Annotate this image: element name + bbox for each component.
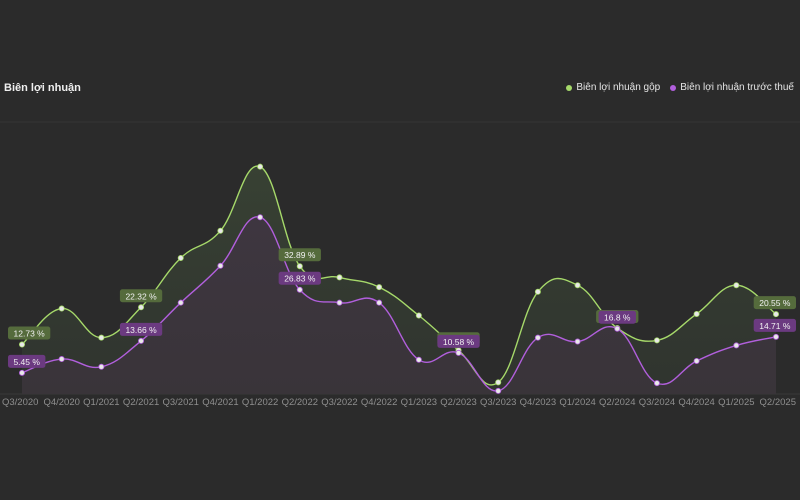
x-tick-label: Q4/2023 <box>520 397 556 408</box>
data-point-gross-margin[interactable] <box>693 310 700 317</box>
x-tick-label: Q3/2020 <box>2 397 38 408</box>
x-tick-label: Q4/2021 <box>202 397 238 408</box>
x-tick-label: Q4/2020 <box>43 397 79 408</box>
data-label-box-pretax-margin <box>119 322 163 336</box>
data-point-gross-margin[interactable] <box>733 282 740 289</box>
data-label-text-pretax-margin: 13.66 % <box>125 325 157 335</box>
data-label-pretax-margin: 13.66 % <box>119 322 163 336</box>
data-point-gross-margin[interactable] <box>177 254 184 261</box>
data-label-box-gross-margin <box>753 296 796 310</box>
x-tick-label: Q1/2022 <box>242 397 278 408</box>
chart-legend: Biên lợi nhuận gộp Biên lợi nhuận trước … <box>566 82 794 93</box>
data-label-box-pretax-margin <box>8 354 46 368</box>
legend-item-gross-margin[interactable]: Biên lợi nhuận gộp <box>566 82 660 93</box>
x-tick-label: Q2/2024 <box>599 397 635 408</box>
data-label-text-gross-margin: 12.73 % <box>14 329 46 339</box>
data-label-gross-margin: 12.73 % <box>8 326 51 340</box>
data-label-text-gross-margin: 32.89 % <box>284 250 316 260</box>
data-label-text-gross-margin: 20.55 % <box>759 298 791 308</box>
data-label-gross-margin: 32.89 % <box>278 248 321 262</box>
x-tick-label: Q4/2024 <box>678 397 714 408</box>
data-label-text-pretax-margin: 16.8 % <box>604 313 631 323</box>
data-point-pretax-margin[interactable] <box>58 356 65 363</box>
data-point-pretax-margin[interactable] <box>177 299 184 306</box>
chart-title: Biên lợi nhuận <box>4 82 81 94</box>
data-point-pretax-margin[interactable] <box>376 299 383 306</box>
data-point-pretax-margin[interactable] <box>336 299 343 306</box>
data-point-pretax-margin[interactable] <box>296 286 303 293</box>
x-tick-label: Q3/2023 <box>480 397 516 408</box>
data-label-text-pretax-margin: 14.71 % <box>759 321 791 331</box>
data-point-pretax-margin[interactable] <box>495 387 502 394</box>
data-label-text-pretax-margin: 10.58 % <box>443 337 475 347</box>
data-point-pretax-margin[interactable] <box>257 214 264 221</box>
data-label-text-pretax-margin: 5.45 % <box>13 357 40 367</box>
data-point-gross-margin[interactable] <box>495 379 502 386</box>
legend-dot-gross-margin <box>566 84 573 91</box>
data-point-pretax-margin[interactable] <box>733 342 740 349</box>
data-label-pretax-margin: 14.71 % <box>753 318 796 332</box>
x-tick-label: Q1/2025 <box>718 397 754 408</box>
data-label-box-pretax-margin <box>437 334 480 348</box>
data-point-pretax-margin[interactable] <box>534 334 541 341</box>
data-point-gross-margin[interactable] <box>574 282 581 289</box>
x-tick-label: Q4/2022 <box>361 397 397 408</box>
data-point-gross-margin[interactable] <box>138 304 145 311</box>
data-point-pretax-margin[interactable] <box>217 262 224 269</box>
data-point-pretax-margin[interactable] <box>653 380 660 387</box>
x-tick-label: Q1/2023 <box>401 397 437 408</box>
data-point-pretax-margin[interactable] <box>693 357 700 364</box>
x-tick-label: Q2/2023 <box>440 397 476 408</box>
x-tick-label: Q1/2024 <box>559 397 595 408</box>
data-label-pretax-margin: 16.8 % <box>598 310 636 324</box>
data-label-pretax-margin: 26.83 % <box>278 271 321 285</box>
data-point-gross-margin[interactable] <box>376 284 383 291</box>
legend-item-pretax-margin[interactable]: Biên lợi nhuận trước thuế <box>670 82 794 93</box>
data-label-box-gross-margin <box>119 289 163 303</box>
data-label-box-pretax-margin <box>753 318 796 332</box>
data-point-gross-margin[interactable] <box>534 288 541 295</box>
x-tick-label: Q2/2022 <box>282 397 318 408</box>
data-label-box-gross-margin <box>278 248 321 262</box>
data-point-gross-margin[interactable] <box>257 163 264 170</box>
data-point-pretax-margin[interactable] <box>98 363 105 370</box>
data-point-gross-margin[interactable] <box>98 334 105 341</box>
data-point-gross-margin[interactable] <box>217 227 224 234</box>
x-tick-label: Q3/2024 <box>639 397 675 408</box>
data-point-gross-margin[interactable] <box>415 312 422 319</box>
data-point-pretax-margin[interactable] <box>18 369 25 376</box>
data-point-gross-margin[interactable] <box>18 341 25 348</box>
data-point-pretax-margin[interactable] <box>415 356 422 363</box>
legend-label-gross-margin: Biên lợi nhuận gộp <box>576 82 661 93</box>
data-point-gross-margin[interactable] <box>773 311 780 318</box>
data-label-text-gross-margin: 22.32 % <box>125 291 157 301</box>
data-point-gross-margin[interactable] <box>296 263 303 270</box>
data-label-box-pretax-margin <box>278 271 321 285</box>
x-tick-label: Q2/2025 <box>760 397 796 408</box>
legend-label-pretax-margin: Biên lợi nhuận trước thuế <box>680 82 794 93</box>
data-label-gross-margin: 20.55 % <box>753 296 796 310</box>
x-tick-label: Q3/2021 <box>163 397 199 408</box>
data-label-box-pretax-margin <box>598 310 636 324</box>
data-point-gross-margin[interactable] <box>58 305 65 312</box>
data-point-pretax-margin[interactable] <box>773 333 780 340</box>
data-label-text-pretax-margin: 26.83 % <box>284 274 316 284</box>
x-tick-label: Q3/2022 <box>321 397 357 408</box>
data-point-pretax-margin[interactable] <box>574 338 581 345</box>
legend-dot-pretax-margin <box>670 84 677 91</box>
data-label-pretax-margin: 5.45 % <box>8 354 46 368</box>
series-area-pretax-margin <box>22 216 776 394</box>
x-tick-label: Q1/2021 <box>83 397 119 408</box>
data-label-gross-margin: 22.32 % <box>119 289 163 303</box>
data-point-pretax-margin[interactable] <box>614 325 621 332</box>
data-point-gross-margin[interactable] <box>336 274 343 281</box>
data-point-gross-margin[interactable] <box>653 337 660 344</box>
x-tick-label: Q2/2021 <box>123 397 159 408</box>
data-point-pretax-margin[interactable] <box>455 349 462 356</box>
data-label-box-gross-margin <box>8 326 51 340</box>
data-label-pretax-margin: 10.58 % <box>437 334 480 348</box>
data-point-pretax-margin[interactable] <box>138 337 145 344</box>
